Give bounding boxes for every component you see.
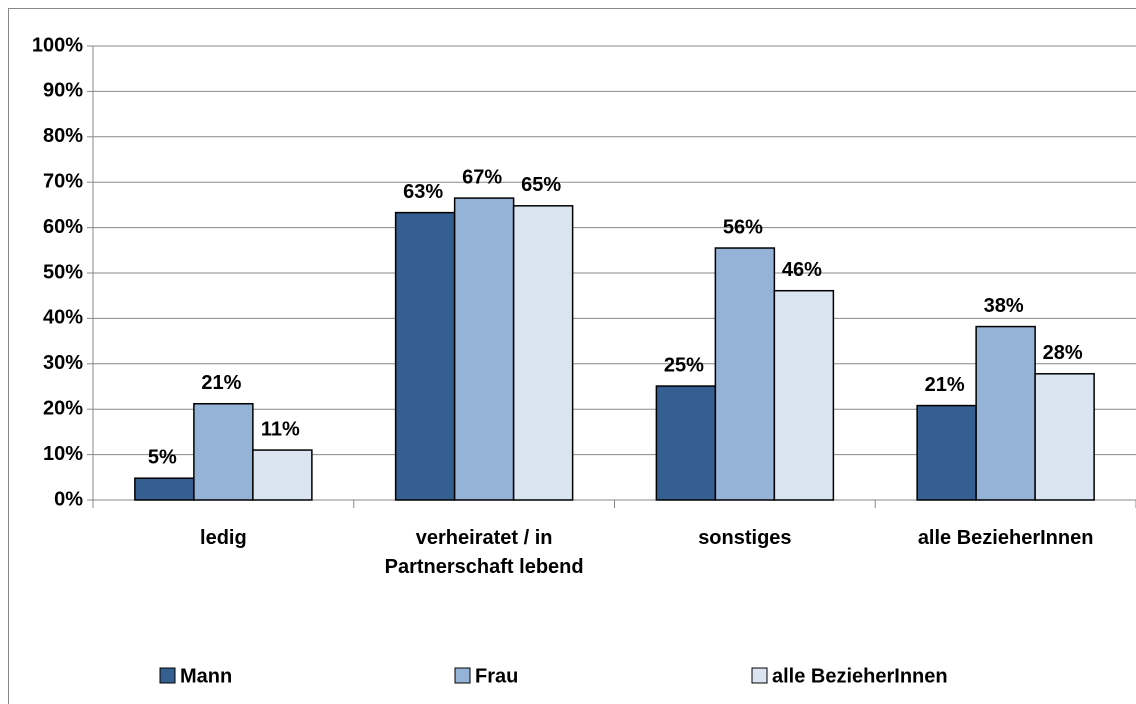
chart-border bbox=[8, 8, 1136, 704]
bar bbox=[193, 403, 254, 501]
bar bbox=[916, 404, 977, 501]
data-label: 67% bbox=[462, 166, 502, 188]
data-label: 21% bbox=[201, 372, 241, 394]
y-tick-label: 40% bbox=[43, 307, 83, 329]
bar bbox=[512, 205, 574, 501]
y-tick-label: 0% bbox=[54, 488, 83, 510]
bar bbox=[394, 211, 456, 501]
x-tick-label: sonstiges bbox=[698, 527, 792, 549]
data-label: 11% bbox=[261, 418, 300, 440]
bar bbox=[1034, 373, 1095, 501]
data-label: 65% bbox=[521, 174, 561, 196]
y-tick-label: 10% bbox=[43, 443, 83, 465]
y-tick-label: 90% bbox=[43, 80, 83, 102]
legend-swatch bbox=[159, 667, 176, 684]
bar bbox=[714, 247, 776, 501]
bar bbox=[655, 385, 717, 501]
y-tick-label: 30% bbox=[43, 352, 83, 374]
bar bbox=[975, 325, 1036, 501]
legend-label: alle BezieherInnen bbox=[772, 665, 948, 687]
x-tick-label: verheiratet / in Partnerschaft lebend bbox=[384, 527, 584, 578]
y-tick-label: 60% bbox=[43, 216, 83, 238]
legend-label: Frau bbox=[475, 665, 518, 687]
x-tick-label: alle BezieherInnen bbox=[917, 527, 1094, 549]
data-label: 46% bbox=[782, 259, 822, 281]
y-tick-label: 70% bbox=[43, 170, 83, 192]
data-label: 5% bbox=[148, 446, 177, 468]
y-tick-label: 20% bbox=[43, 397, 83, 419]
x-tick-label: ledig bbox=[200, 527, 247, 549]
y-tick-label: 80% bbox=[43, 125, 83, 147]
bar bbox=[252, 449, 313, 501]
data-label: 38% bbox=[984, 295, 1024, 317]
bar bbox=[773, 289, 835, 501]
bar bbox=[134, 477, 195, 501]
data-label: 63% bbox=[403, 181, 443, 203]
data-label: 21% bbox=[925, 374, 965, 396]
data-label: 56% bbox=[723, 216, 763, 238]
legend-label: Mann bbox=[180, 665, 232, 687]
data-label: 25% bbox=[664, 354, 704, 376]
legend-swatch bbox=[454, 667, 471, 684]
data-label: 28% bbox=[1043, 342, 1083, 364]
legend-swatch bbox=[751, 667, 768, 684]
y-tick-label: 100% bbox=[32, 34, 83, 56]
bar bbox=[453, 197, 515, 501]
y-tick-label: 50% bbox=[43, 261, 83, 283]
